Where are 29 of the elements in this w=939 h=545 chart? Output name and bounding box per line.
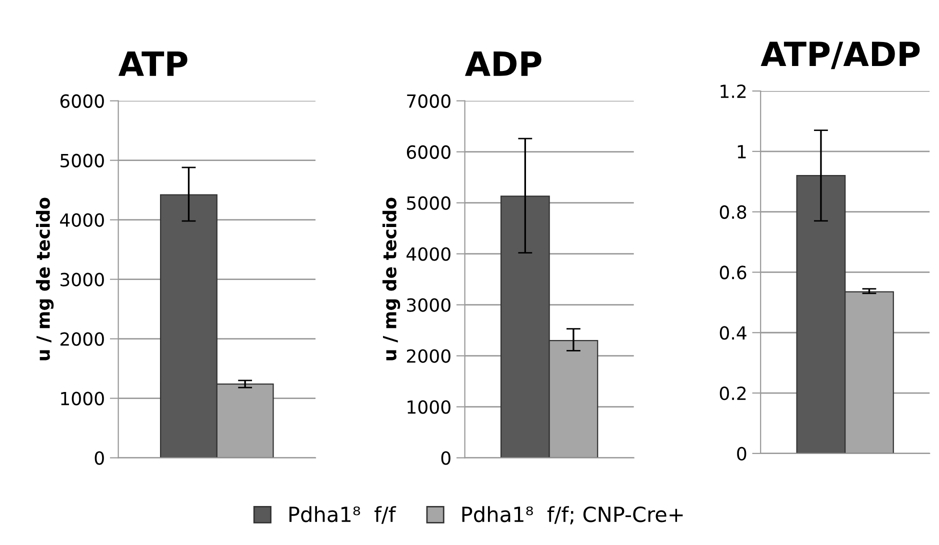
y-tick-label: 2000	[406, 349, 450, 363]
y-tick-label: 0.6	[720, 266, 746, 280]
y-tick-label: 0.2	[720, 386, 746, 400]
chart-title: ATP	[118, 52, 188, 76]
y-tick-label: 1.2	[720, 84, 746, 98]
y-tick-label: 1	[738, 145, 746, 158]
legend-label: Pdha1⁸ f/f	[289, 506, 396, 524]
y-tick-label: 1000	[61, 392, 104, 406]
y-tick-label: 7000	[407, 94, 450, 108]
y-tick-label: 0.4	[720, 326, 746, 340]
y-tick-label: 6000	[60, 94, 104, 108]
y-axis-title: u / mg de tecido	[36, 198, 54, 360]
y-axis-title: u / mg de tecido	[382, 198, 400, 360]
y-tick-label: 0	[441, 451, 450, 465]
chart-title: ADP	[464, 52, 542, 76]
y-tick-label: 3000	[407, 298, 450, 312]
chart-title: ATP/ADP	[760, 42, 920, 70]
y-tick-label: 4000	[406, 247, 450, 261]
y-tick-label: 4000	[60, 213, 104, 227]
y-tick-label: 5000	[407, 196, 450, 210]
y-tick-label: 3000	[60, 272, 104, 286]
y-tick-label: 0	[737, 446, 746, 461]
y-tick-label: 6000	[406, 145, 450, 159]
y-tick-label: 5000	[60, 154, 104, 168]
legend-label: Pdha1⁸ f/f; CNP-Cre+	[462, 506, 683, 524]
y-tick-label: 1000	[408, 400, 450, 414]
y-tick-label: 0.8	[720, 205, 746, 219]
y-tick-label: 0	[94, 451, 104, 465]
y-tick-label: 2000	[60, 332, 104, 346]
